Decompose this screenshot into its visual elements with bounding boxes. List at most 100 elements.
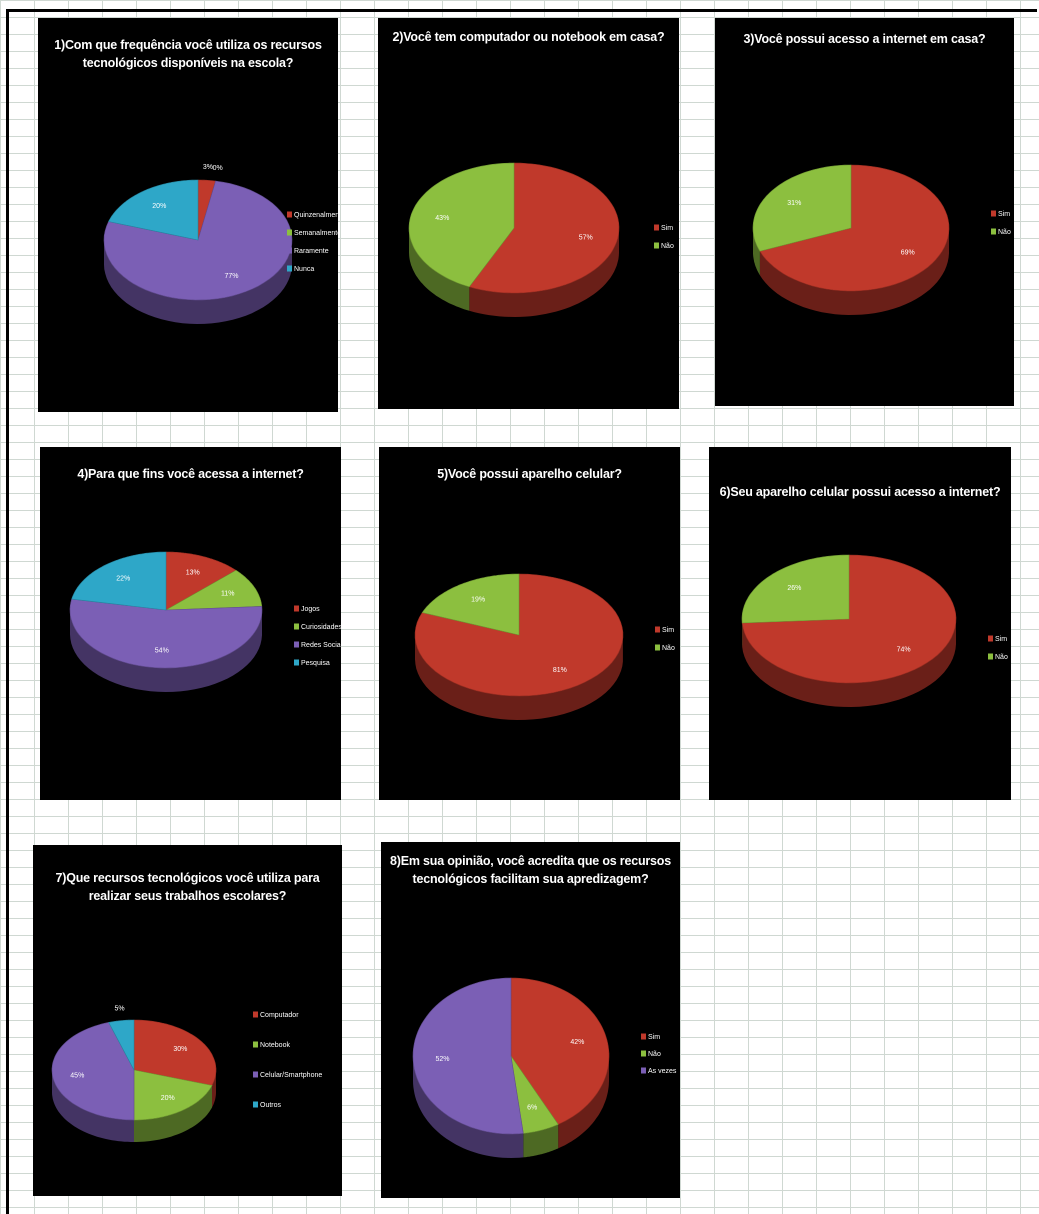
data-label: 5% <box>115 1006 125 1013</box>
data-label: 52% <box>435 1056 449 1063</box>
legend-item: Sim <box>655 626 674 634</box>
data-label: 26% <box>787 585 801 592</box>
legend-swatch <box>253 1101 258 1108</box>
data-label: 77% <box>224 273 238 280</box>
pie-labels: 69% 31% <box>787 200 914 257</box>
legend-label: Sim <box>998 211 1010 218</box>
pie-slice-as-vezes <box>412 977 524 1135</box>
legend-swatch <box>294 641 299 648</box>
legend-label: Raramente <box>294 248 329 255</box>
legend-item: Pesquisa <box>294 659 330 667</box>
legend: Quinzenalmente Semanalmente Raramente Nunca <box>287 211 338 273</box>
pie-side-redes-sociais <box>70 610 262 692</box>
pie-slice-n-o <box>741 554 850 624</box>
data-label: 0% <box>213 165 223 172</box>
pie-tops <box>412 977 610 1135</box>
legend-item: Não <box>655 644 675 652</box>
legend-item: Outros <box>253 1101 282 1109</box>
legend-swatch <box>641 1067 646 1074</box>
data-label: 31% <box>787 200 801 207</box>
data-label: 43% <box>435 215 449 222</box>
legend-item: Nunca <box>287 265 314 273</box>
pie-svg: 30% 20% 45% 5% Computador Notebook Celular/Sma… <box>51 1006 322 1142</box>
legend-swatch <box>287 229 292 236</box>
legend-swatch <box>988 653 993 660</box>
pie-chart-3: 3)Você possui acesso a internet em casa?… <box>715 18 1014 406</box>
pie-labels: 81% 19% <box>471 597 567 675</box>
data-label: 19% <box>471 597 485 604</box>
pie-chart-4: 4)Para que fins você acessa a internet? 1… <box>40 447 341 800</box>
legend-item: Sim <box>654 224 673 232</box>
legend-swatch <box>655 644 660 651</box>
data-label: 22% <box>116 576 130 583</box>
pie-svg: 57% 43% Sim Não <box>408 162 674 317</box>
legend-label: Celular/Smartphone <box>260 1072 322 1079</box>
legend-label: Nunca <box>294 266 314 273</box>
legend-item: As vezes <box>641 1067 677 1075</box>
data-label: 45% <box>70 1072 84 1079</box>
pie-slice-nunca <box>108 179 199 241</box>
pie-side-computador <box>212 1070 216 1108</box>
pie-sides <box>70 610 262 692</box>
pie-slice-raramente <box>103 180 293 301</box>
data-label: 20% <box>152 203 166 210</box>
chart-title: 1)Com que frequência você utiliza os rec… <box>54 38 322 70</box>
legend-item: Não <box>991 228 1011 236</box>
legend-swatch <box>253 1071 258 1078</box>
pie-side-sim <box>415 635 623 720</box>
pie-labels: 57% 43% <box>435 215 592 242</box>
chart-title: 4)Para que fins você acessa a internet? <box>77 467 304 481</box>
pie-slice-jogos <box>165 551 237 611</box>
legend-label: Semanalmente <box>294 230 338 237</box>
legend-label: Curiosidades <box>301 624 341 631</box>
pie-svg: 81% 19% Sim Não <box>414 573 675 720</box>
legend-label: Redes Sociais <box>301 642 341 649</box>
data-label: 6% <box>527 1105 537 1112</box>
pie-labels: 30% 20% 45% 5% <box>70 1006 187 1103</box>
legend-swatch <box>655 626 660 633</box>
pie-slice-sim <box>510 977 610 1125</box>
legend-item: Jogos <box>294 605 320 613</box>
legend-swatch <box>287 265 292 272</box>
pie-tops <box>408 162 620 294</box>
legend-label: Jogos <box>301 606 320 613</box>
pie-chart-2: 2)Você tem computador ou notebook em cas… <box>378 18 679 409</box>
legend-swatch <box>294 623 299 630</box>
chart-title: 2)Você tem computador ou notebook em cas… <box>392 30 665 44</box>
legend-label: Não <box>995 654 1008 661</box>
legend: Computador Notebook Celular/Smartphone Outr… <box>253 1011 322 1109</box>
legend-swatch <box>253 1041 258 1048</box>
pie-side-sim <box>742 620 956 707</box>
pie-sides <box>742 619 956 707</box>
legend-label: Sim <box>648 1034 660 1041</box>
legend-swatch <box>991 210 996 217</box>
pie-slice-n-o <box>510 1055 559 1134</box>
legend-label: Sim <box>995 636 1007 643</box>
pie-sides <box>413 1056 609 1158</box>
pie-slice-celular-smartphone <box>51 1022 135 1121</box>
pie-svg: 74% 26% Sim Não <box>741 554 1008 707</box>
legend-label: As vezes <box>648 1068 677 1075</box>
legend-label: Pesquisa <box>301 660 330 667</box>
pie-side-as-vezes <box>413 1056 524 1158</box>
pie-slice-outros <box>108 1019 135 1071</box>
pie-chart-6: 6)Seu aparelho celular possui acesso a i… <box>709 447 1011 800</box>
chart-title: 5)Você possui aparelho celular? <box>437 467 622 481</box>
pie-chart-1: 1)Com que frequência você utiliza os rec… <box>38 18 338 412</box>
legend: Sim Não <box>654 224 674 250</box>
legend-label: Outros <box>260 1102 282 1109</box>
pie-slice-n-o <box>408 162 515 288</box>
pie-labels: 42% 6% 52% <box>435 1039 584 1112</box>
pie-sides <box>104 240 292 324</box>
pie-svg: 13% 11% 54% 22% Jogos Curiosidades Redes Socia… <box>69 551 341 692</box>
legend: Jogos Curiosidades Redes Sociais Pesquisa <box>294 605 341 667</box>
pie-chart-5: 5)Você possui aparelho celular? 81% 19% Sim… <box>379 447 680 800</box>
pie-tops <box>103 179 293 301</box>
pie-chart-7: 7)Que recursos tecnológicos você utiliza… <box>33 845 342 1196</box>
legend-swatch <box>287 211 292 218</box>
legend-label: Não <box>648 1051 661 1058</box>
legend-label: Computador <box>260 1012 299 1019</box>
pie-side-celular-smartphone <box>52 1070 134 1142</box>
pie-sides <box>409 228 619 317</box>
legend-item: Sim <box>641 1033 660 1041</box>
